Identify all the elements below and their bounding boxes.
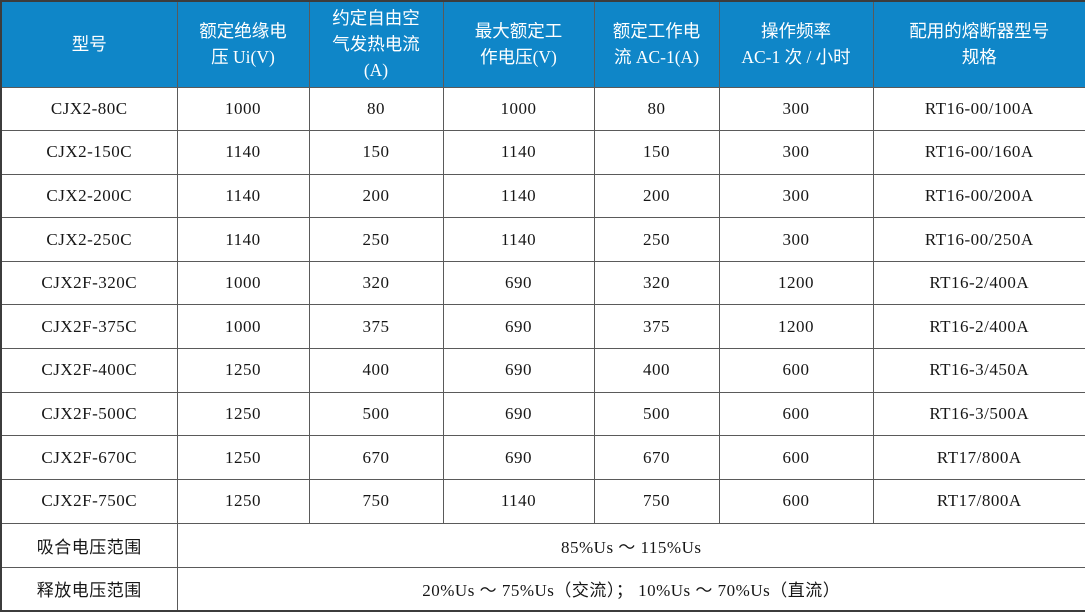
cell-conventional-free-air-thermal-current: 250 — [308, 217, 444, 262]
cell-rated-insulation-voltage: 1250 — [176, 348, 310, 393]
cell-rated-operational-current-ac1: 400 — [593, 348, 720, 393]
cell-operating-frequency-ac1: 300 — [718, 173, 874, 219]
cell-rated-insulation-voltage: 1140 — [176, 173, 310, 219]
cell-operating-frequency-ac1: 600 — [718, 478, 874, 524]
cell-operating-frequency-ac1: 600 — [718, 391, 874, 437]
table-row: CJX2-200C 1140 200 1140 200 300 RT16-00/200A — [0, 173, 1085, 219]
cell-matching-fuse-type: RT17/800A — [872, 478, 1085, 524]
column-header-max-rated-operational-voltage: 最大额定工 作电压(V) — [442, 0, 595, 88]
table-row: CJX2F-400C 1250 400 690 400 600 RT16-3/450A — [0, 348, 1085, 393]
table-row: CJX2-150C 1140 150 1140 150 300 RT16-00/160A — [0, 130, 1085, 175]
cell-max-rated-operational-voltage: 690 — [442, 304, 595, 350]
cell-operating-frequency-ac1: 600 — [718, 348, 874, 393]
cell-model: CJX2-200C — [0, 173, 178, 219]
cell-operating-frequency-ac1: 1200 — [718, 260, 874, 306]
cell-rated-operational-current-ac1: 80 — [593, 86, 720, 132]
table-row: CJX2F-320C 1000 320 690 320 1200 RT16-2/400A — [0, 260, 1085, 306]
cell-operating-frequency-ac1: 1200 — [718, 304, 874, 350]
cell-max-rated-operational-voltage: 1140 — [442, 478, 595, 524]
cell-rated-insulation-voltage: 1140 — [176, 130, 310, 175]
cell-rated-insulation-voltage: 1250 — [176, 478, 310, 524]
footer-value: 85%Us ～ 115%Us — [176, 522, 1085, 568]
footer-label: 释放电压范围 — [0, 566, 178, 612]
cell-model: CJX2-150C — [0, 130, 178, 175]
cell-max-rated-operational-voltage: 690 — [442, 391, 595, 437]
footer-value: 20%Us ～ 75%Us（交流）； 10%Us ～ 70%Us（直流） — [176, 566, 1085, 612]
table-row: CJX2F-670C 1250 670 690 670 600 RT17/800A — [0, 435, 1085, 480]
cell-model: CJX2F-750C — [0, 478, 178, 524]
cell-rated-operational-current-ac1: 670 — [593, 435, 720, 480]
cell-model: CJX2F-400C — [0, 348, 178, 393]
cell-operating-frequency-ac1: 300 — [718, 86, 874, 132]
footer-row: 释放电压范围 20%Us ～ 75%Us（交流）； 10%Us ～ 70%Us（直… — [0, 566, 1085, 612]
cell-model: CJX2F-375C — [0, 304, 178, 350]
cell-rated-operational-current-ac1: 375 — [593, 304, 720, 350]
cell-rated-insulation-voltage: 1250 — [176, 435, 310, 480]
cell-conventional-free-air-thermal-current: 375 — [308, 304, 444, 350]
cell-model: CJX2F-320C — [0, 260, 178, 306]
cell-rated-insulation-voltage: 1000 — [176, 86, 310, 132]
cell-max-rated-operational-voltage: 1000 — [442, 86, 595, 132]
footer-row: 吸合电压范围 85%Us ～ 115%Us — [0, 522, 1085, 568]
table-row: CJX2F-750C 1250 750 1140 750 600 RT17/800A — [0, 478, 1085, 524]
column-header-model: 型号 — [0, 0, 178, 88]
cell-conventional-free-air-thermal-current: 80 — [308, 86, 444, 132]
table-row: CJX2F-500C 1250 500 690 500 600 RT16-3/500A — [0, 391, 1085, 437]
cell-max-rated-operational-voltage: 1140 — [442, 130, 595, 175]
cell-model: CJX2-250C — [0, 217, 178, 262]
cell-rated-insulation-voltage: 1000 — [176, 304, 310, 350]
cell-rated-insulation-voltage: 1250 — [176, 391, 310, 437]
cell-max-rated-operational-voltage: 690 — [442, 260, 595, 306]
cell-matching-fuse-type: RT16-00/200A — [872, 173, 1085, 219]
cell-operating-frequency-ac1: 300 — [718, 130, 874, 175]
cell-conventional-free-air-thermal-current: 320 — [308, 260, 444, 306]
cell-conventional-free-air-thermal-current: 400 — [308, 348, 444, 393]
cell-rated-operational-current-ac1: 320 — [593, 260, 720, 306]
table-row: CJX2-250C 1140 250 1140 250 300 RT16-00/250A — [0, 217, 1085, 262]
cell-model: CJX2F-670C — [0, 435, 178, 480]
cell-rated-insulation-voltage: 1140 — [176, 217, 310, 262]
cell-rated-operational-current-ac1: 200 — [593, 173, 720, 219]
table-row: CJX2F-375C 1000 375 690 375 1200 RT16-2/400A — [0, 304, 1085, 350]
cell-rated-operational-current-ac1: 250 — [593, 217, 720, 262]
cell-matching-fuse-type: RT16-3/500A — [872, 391, 1085, 437]
cell-conventional-free-air-thermal-current: 500 — [308, 391, 444, 437]
cell-matching-fuse-type: RT16-00/250A — [872, 217, 1085, 262]
column-header-conventional-free-air-thermal-current: 约定自由空 气发热电流 (A) — [308, 0, 444, 88]
table-footer: 吸合电压范围 85%Us ～ 115%Us 释放电压范围 20%Us ～ 75%Us（… — [0, 522, 1085, 612]
cell-max-rated-operational-voltage: 1140 — [442, 217, 595, 262]
cell-rated-operational-current-ac1: 500 — [593, 391, 720, 437]
cell-matching-fuse-type: RT17/800A — [872, 435, 1085, 480]
column-header-rated-insulation-voltage: 额定绝缘电 压 Ui(V) — [176, 0, 310, 88]
cell-rated-operational-current-ac1: 750 — [593, 478, 720, 524]
cell-matching-fuse-type: RT16-3/450A — [872, 348, 1085, 393]
footer-label: 吸合电压范围 — [0, 522, 178, 568]
cell-max-rated-operational-voltage: 1140 — [442, 173, 595, 219]
table-body: CJX2-80C 1000 80 1000 80 300 RT16-00/100A CJX2-… — [0, 86, 1085, 524]
cell-conventional-free-air-thermal-current: 150 — [308, 130, 444, 175]
column-header-operating-frequency-ac1: 操作频率 AC-1 次 / 小时 — [718, 0, 874, 88]
cell-max-rated-operational-voltage: 690 — [442, 435, 595, 480]
table-row: CJX2-80C 1000 80 1000 80 300 RT16-00/100A — [0, 86, 1085, 132]
cell-operating-frequency-ac1: 300 — [718, 217, 874, 262]
cell-conventional-free-air-thermal-current: 750 — [308, 478, 444, 524]
cell-operating-frequency-ac1: 600 — [718, 435, 874, 480]
cell-conventional-free-air-thermal-current: 200 — [308, 173, 444, 219]
cell-model: CJX2-80C — [0, 86, 178, 132]
cell-matching-fuse-type: RT16-2/400A — [872, 260, 1085, 306]
cell-conventional-free-air-thermal-current: 670 — [308, 435, 444, 480]
cell-matching-fuse-type: RT16-00/100A — [872, 86, 1085, 132]
cell-rated-insulation-voltage: 1000 — [176, 260, 310, 306]
column-header-rated-operational-current-ac1: 额定工作电 流 AC-1(A) — [593, 0, 720, 88]
cell-rated-operational-current-ac1: 150 — [593, 130, 720, 175]
cell-model: CJX2F-500C — [0, 391, 178, 437]
header-row: 型号 额定绝缘电 压 Ui(V) 约定自由空 气发热电流 (A) 最大额定工 作电压(… — [0, 0, 1085, 88]
cell-matching-fuse-type: RT16-00/160A — [872, 130, 1085, 175]
cell-matching-fuse-type: RT16-2/400A — [872, 304, 1085, 350]
column-header-matching-fuse-type: 配用的熔断器型号 规格 — [872, 0, 1085, 88]
cell-max-rated-operational-voltage: 690 — [442, 348, 595, 393]
